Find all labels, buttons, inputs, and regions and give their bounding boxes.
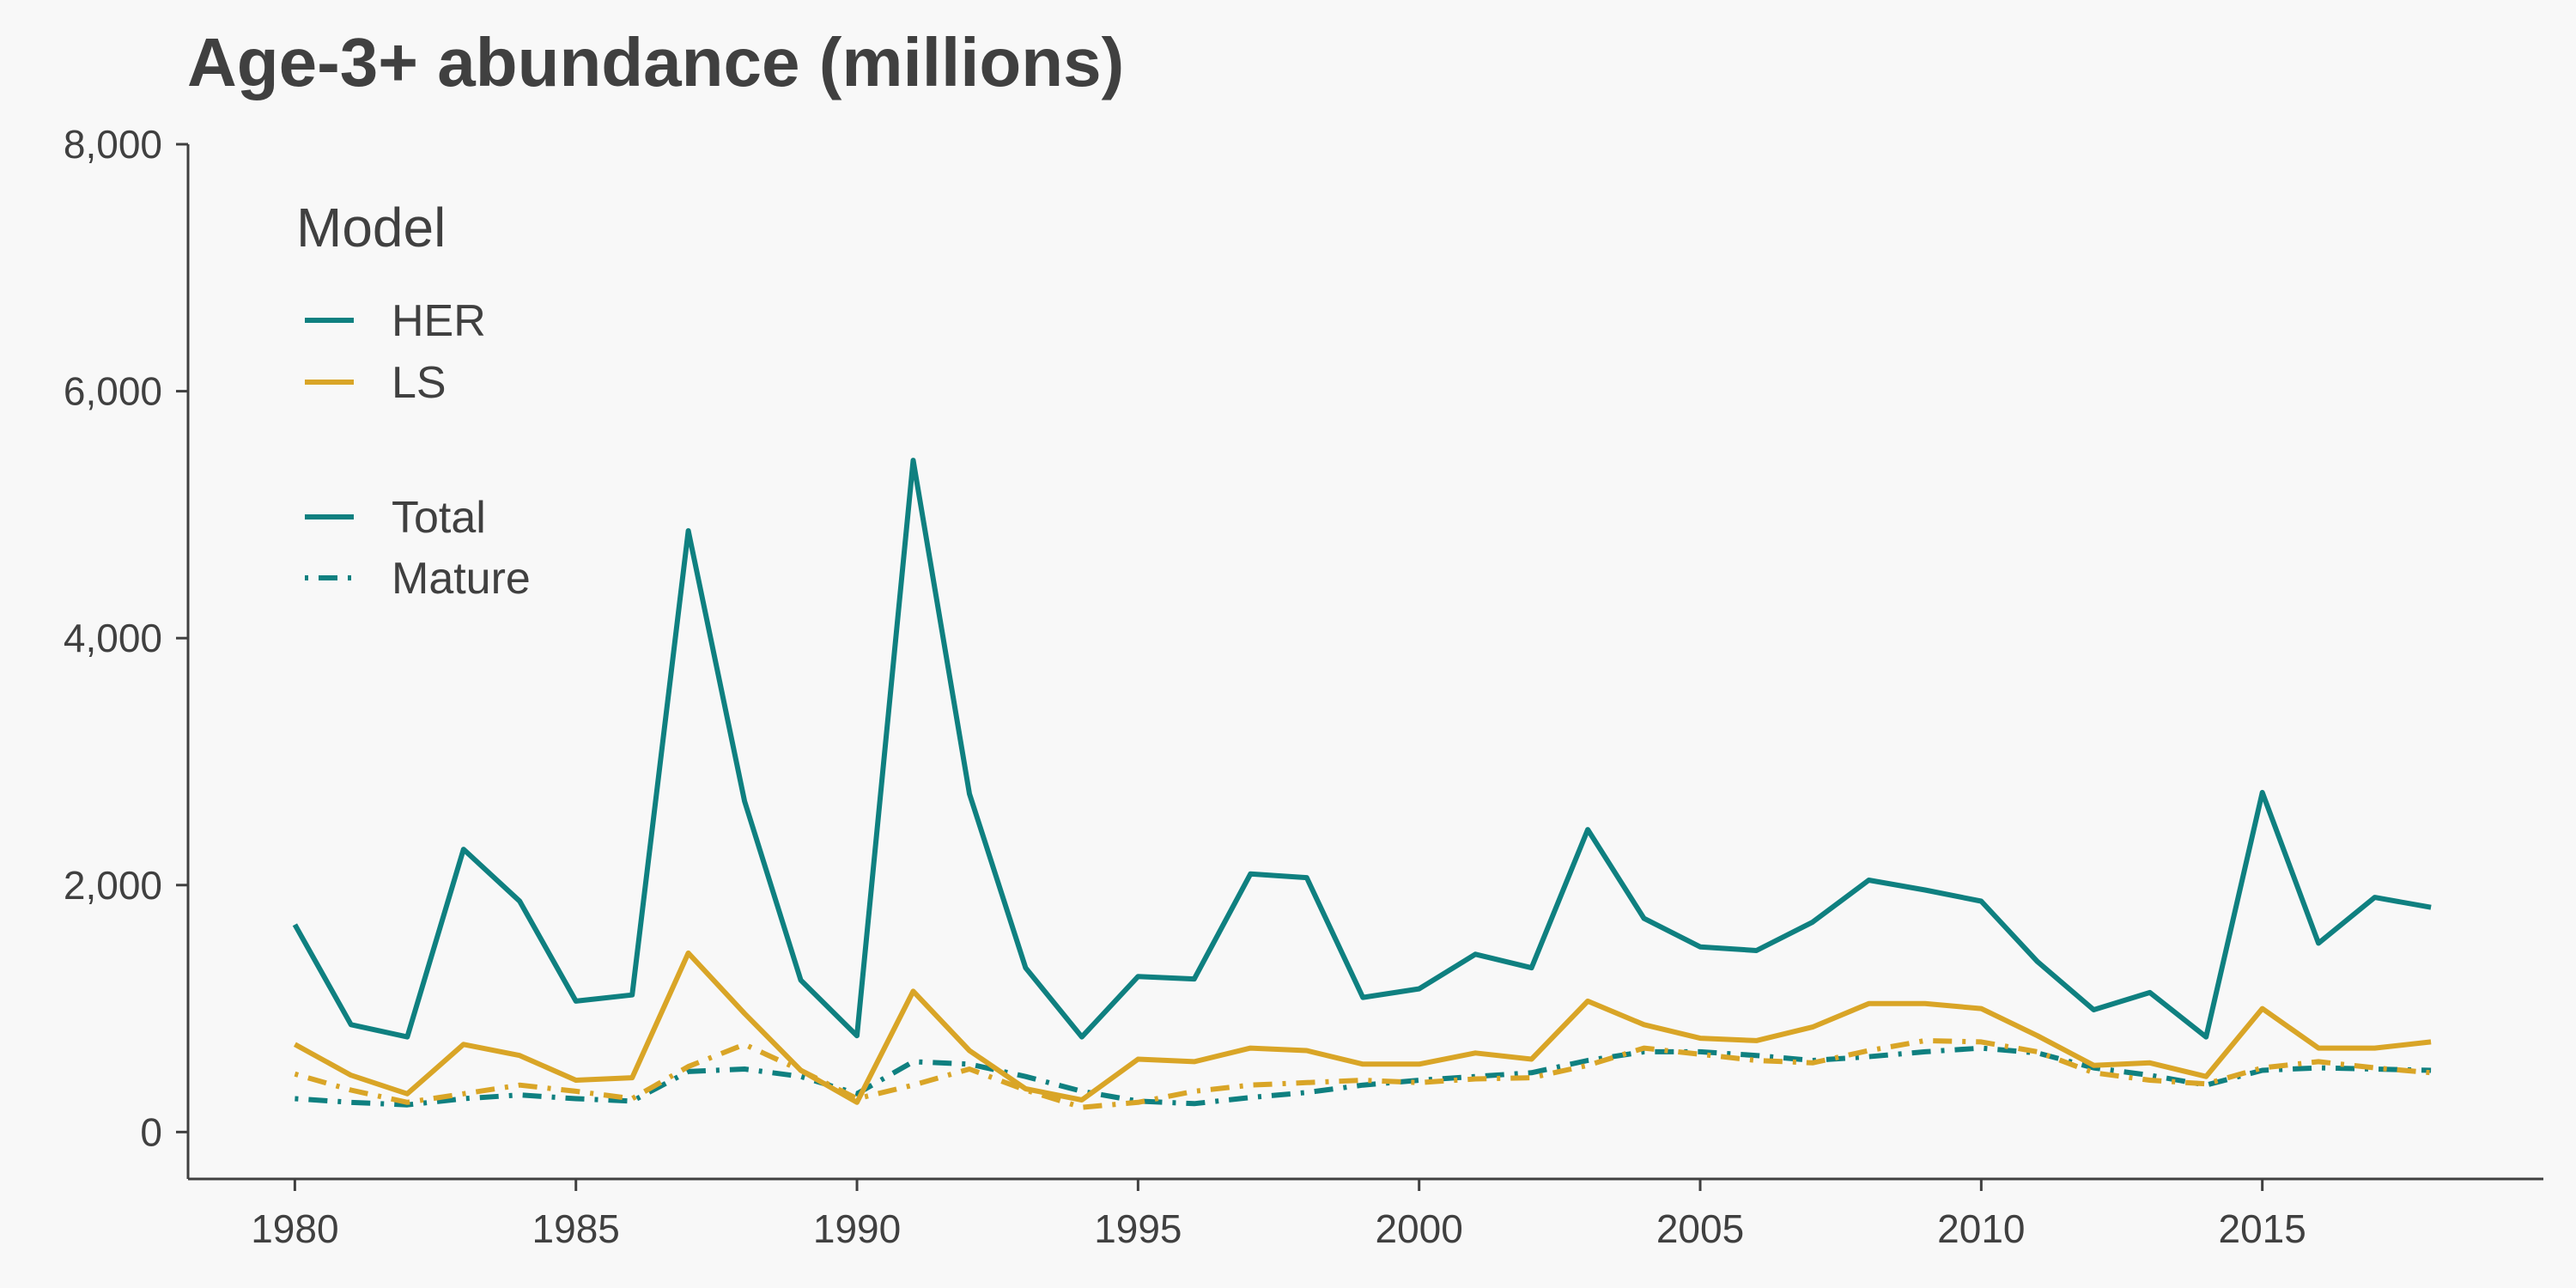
x-tick-label: 2015 [2219, 1206, 2306, 1251]
series-her-total-line [292, 458, 2432, 1040]
chart-title: Age-3+ abundance (millions) [187, 24, 1124, 100]
x-tick-label: 2010 [1937, 1206, 2025, 1251]
y-tick-label: 8,000 [64, 122, 162, 167]
series-her-mature-line [295, 1045, 2432, 1108]
legend-label-her: HER [392, 296, 486, 346]
series-ls-mature-line [294, 1037, 2432, 1110]
y-tick-label: 6,000 [64, 369, 162, 414]
y-axis: 0 2,000 4,000 6,000 8,000 [64, 122, 190, 1179]
y-tick-label: 0 [140, 1109, 162, 1154]
legend-title: Model [296, 197, 446, 258]
y-tick-label: 2,000 [64, 863, 162, 908]
series-ls-total-line [293, 950, 2432, 1105]
legend-label-total: Total [392, 493, 486, 543]
x-tick-label: 2005 [1656, 1206, 1744, 1251]
y-tick-label: 4,000 [64, 616, 162, 660]
legend-label-mature: Mature [392, 554, 531, 604]
x-tick-label: 2000 [1376, 1206, 1463, 1251]
x-tick-label: 1985 [532, 1206, 620, 1251]
x-tick-label: 1995 [1094, 1206, 1182, 1251]
x-axis: 1980 1985 1990 1995 2000 2005 2010 2015 [188, 1177, 2543, 1251]
legend: Model HER LS Total Mature [296, 197, 531, 604]
series-layer [292, 458, 2432, 1110]
legend-label-ls: LS [392, 358, 447, 408]
x-tick-label: 1990 [813, 1206, 901, 1251]
x-tick-label: 1980 [251, 1206, 338, 1251]
